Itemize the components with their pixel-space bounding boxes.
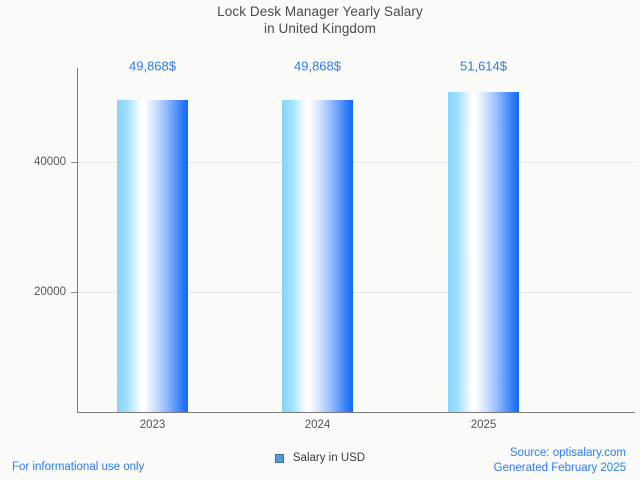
bar-2024[interactable] xyxy=(282,100,353,412)
ytick-label-40000: 40000 xyxy=(34,156,66,168)
bar-2023[interactable] xyxy=(117,100,188,412)
generated-text: Generated February 2025 xyxy=(493,462,626,474)
y-axis-line xyxy=(77,68,78,413)
bar-value-2024: 49,868$ xyxy=(294,58,341,74)
xtick-label-2024: 2024 xyxy=(304,419,331,431)
source-text: Source: optisalary.com xyxy=(509,447,626,459)
disclaimer-text: For informational use only xyxy=(12,461,145,473)
source-block: Source: optisalary.com Generated Februar… xyxy=(494,446,626,476)
ytick-mark-20000 xyxy=(71,292,77,293)
gridline-40000 xyxy=(78,162,635,163)
chart-title: Lock Desk Manager Yearly Salary in Unite… xyxy=(217,4,423,36)
x-axis-line xyxy=(77,412,635,413)
xtick-label-2025: 2025 xyxy=(470,419,497,431)
legend-label-salary: Salary in USD xyxy=(292,452,366,464)
plot-area xyxy=(77,68,635,412)
xtick-label-2023: 2023 xyxy=(139,419,166,431)
chart-legend: Salary in USD xyxy=(0,452,640,464)
ytick-mark-40000 xyxy=(71,162,77,163)
gridline-20000 xyxy=(78,292,635,293)
bar-2025[interactable] xyxy=(448,92,519,412)
legend-swatch-icon xyxy=(274,453,284,463)
ytick-label-20000: 20000 xyxy=(34,286,66,298)
bar-value-2023: 49,868$ xyxy=(129,58,176,74)
bar-value-2025: 51,614$ xyxy=(460,58,507,74)
